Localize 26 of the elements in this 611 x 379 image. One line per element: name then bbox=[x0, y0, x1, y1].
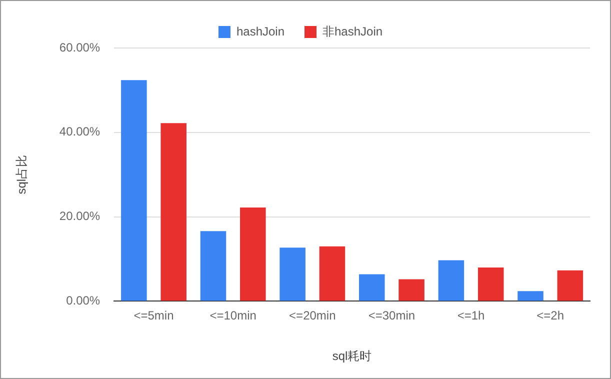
bar bbox=[557, 270, 584, 301]
bar bbox=[398, 279, 424, 301]
y-tick-label: 20.00% bbox=[59, 209, 100, 224]
bar bbox=[240, 208, 266, 301]
bar bbox=[280, 248, 306, 301]
x-tick-label: <=20min bbox=[289, 308, 336, 323]
x-tick-label: <=2h bbox=[536, 308, 564, 323]
x-axis-title: sql耗时 bbox=[332, 349, 372, 364]
bar bbox=[200, 231, 226, 301]
bar bbox=[438, 260, 464, 301]
bar bbox=[160, 123, 186, 301]
x-tick-label: <=1h bbox=[457, 308, 485, 323]
x-tick-label: <=30min bbox=[368, 308, 416, 323]
bar bbox=[121, 80, 147, 301]
legend-label: hashJoin bbox=[236, 24, 285, 38]
x-tick-label: <=10min bbox=[210, 308, 256, 323]
y-tick-label: 60.00% bbox=[59, 40, 100, 54]
bar bbox=[358, 274, 385, 301]
y-tick-label: 0.00% bbox=[66, 294, 100, 308]
bar bbox=[478, 267, 504, 301]
bar bbox=[518, 291, 544, 301]
legend-label: 非hashJoin bbox=[322, 24, 383, 38]
x-tick-label: <=5min bbox=[134, 308, 174, 323]
bar bbox=[319, 246, 346, 301]
y-tick-label: 40.00% bbox=[59, 124, 100, 139]
y-axis-title: sql占比 bbox=[14, 154, 29, 194]
